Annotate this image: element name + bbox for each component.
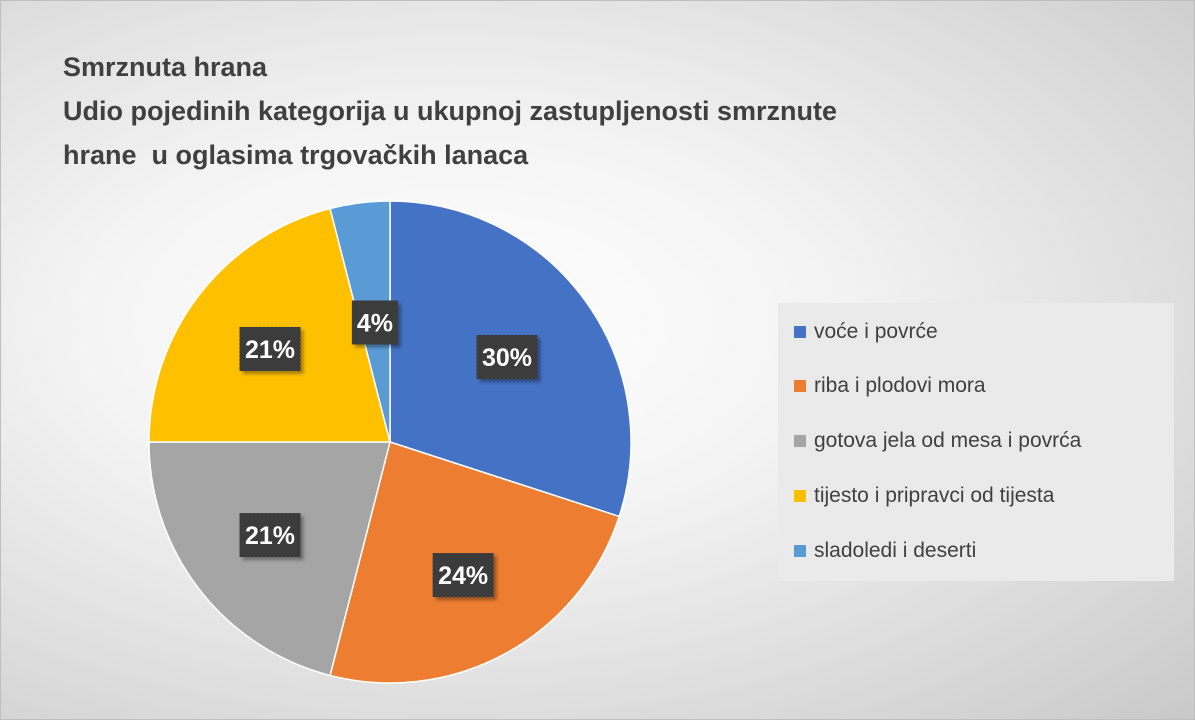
legend: voće i povrće riba i plodovi mora gotova… <box>778 303 1174 581</box>
data-label-text: 30% <box>482 344 532 372</box>
chart-title: Smrznuta hrana <box>63 52 268 82</box>
legend-swatch <box>794 380 806 392</box>
data-label-sladoledi-i-deserti: 4% <box>351 300 398 345</box>
pie-slice-gotova-jela <box>148 441 391 677</box>
chart-title-block: Smrznuta hrana Udio pojedinih kategorija… <box>63 45 1023 177</box>
pie-slices <box>148 200 632 684</box>
legend-swatch <box>794 490 806 502</box>
data-label-voce-i-povrce: 30% <box>476 335 538 380</box>
data-label-tijesto: 21% <box>239 326 301 371</box>
legend-label: tijesto i pripravci od tijesta <box>814 484 1055 507</box>
data-label-box <box>432 553 494 598</box>
legend-swatch <box>794 435 806 447</box>
legend-label: gotova jela od mesa i povrća <box>814 429 1082 452</box>
pie-data-labels: 30% 24% 21% 21% 4% <box>239 300 538 598</box>
pie-slice-tijesto <box>148 207 391 443</box>
data-label-box <box>239 513 301 558</box>
data-label-text: 4% <box>357 309 393 337</box>
data-label-text: 21% <box>245 336 295 364</box>
legend-item-riba-i-plodovi-mora: riba i plodovi mora <box>794 371 986 401</box>
legend-item-voce-i-povrce: voće i povrće <box>794 317 938 347</box>
data-label-riba-i-plodovi-mora: 24% <box>432 553 494 598</box>
legend-swatch <box>794 545 806 557</box>
legend-item-tijesto: tijesto i pripravci od tijesta <box>794 481 1054 511</box>
chart-subtitle-line-2: hrane u oglasima trgovačkih lanaca <box>63 140 529 170</box>
legend-label: sladoledi i deserti <box>814 539 977 562</box>
data-label-gotova-jela: 21% <box>239 513 301 558</box>
data-label-box <box>351 300 398 345</box>
data-label-text: 24% <box>438 562 488 590</box>
legend-item-sladoledi-i-deserti: sladoledi i deserti <box>794 536 976 566</box>
legend-swatch <box>794 326 806 338</box>
legend-label: riba i plodovi mora <box>814 374 986 397</box>
data-label-box <box>476 335 538 380</box>
data-label-text: 21% <box>245 522 295 550</box>
chart-subtitle-line-1: Udio pojedinih kategorija u ukupnoj zast… <box>63 96 838 126</box>
legend-label: voće i povrće <box>814 320 938 343</box>
legend-item-gotova-jela: gotova jela od mesa i povrća <box>794 426 1081 456</box>
data-label-box <box>239 326 301 371</box>
